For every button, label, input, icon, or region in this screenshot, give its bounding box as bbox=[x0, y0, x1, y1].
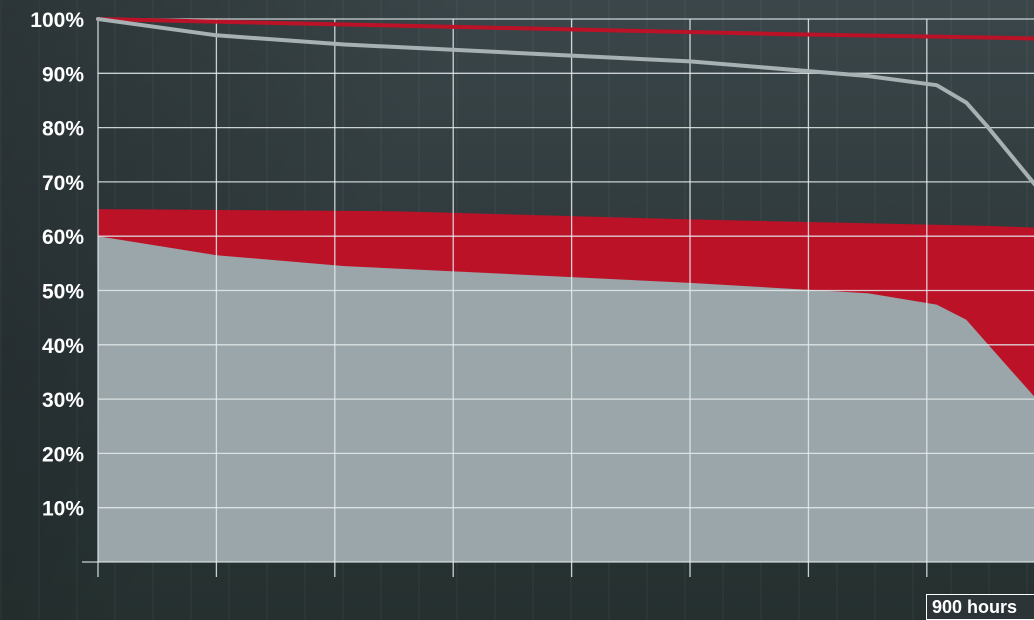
series-line-1 bbox=[96, 17, 1034, 187]
chart-grid bbox=[82, 18, 1034, 577]
y-tick-label-90: 90% bbox=[42, 63, 84, 86]
series-line-0 bbox=[96, 17, 1034, 41]
y-tick-label-10: 10% bbox=[42, 498, 84, 521]
y-tick-label-20: 20% bbox=[42, 443, 84, 466]
y-tick-label-80: 80% bbox=[42, 118, 84, 141]
y-tick-label-60: 60% bbox=[42, 226, 84, 249]
y-axis-tick-labels: 100% 90% 80% 70% 60% 50% 40% 30% 20% 10% bbox=[30, 9, 84, 521]
y-tick-label-50: 50% bbox=[42, 281, 84, 304]
chart-areas bbox=[98, 209, 1034, 562]
y-tick-label-100: 100% bbox=[30, 9, 84, 32]
y-tick-label-70: 70% bbox=[42, 172, 84, 195]
chart-lines bbox=[96, 17, 1034, 187]
y-tick-label-30: 30% bbox=[42, 389, 84, 412]
x-tick-label-900-hours: 900 hours bbox=[926, 594, 1034, 620]
y-tick-label-40: 40% bbox=[42, 335, 84, 358]
